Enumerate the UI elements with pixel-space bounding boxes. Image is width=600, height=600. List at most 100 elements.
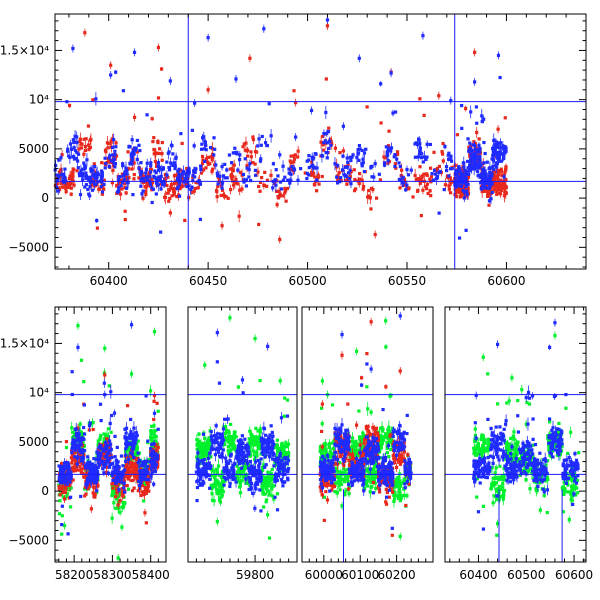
bottom-series-0-scatter-point	[480, 446, 484, 450]
bottom-series-0-scatter-point	[275, 438, 279, 442]
top-series-0-scatter-point	[231, 168, 235, 173]
top-series-1-scatter-point	[78, 193, 83, 197]
top-series-0-scatter-point	[153, 152, 157, 156]
bottom-series-0-scatter-point	[389, 447, 393, 452]
top-series-1-scatter-point	[327, 146, 331, 151]
bottom-series-0-scatter-point	[528, 487, 532, 491]
bottom-series-0-scatter-point	[282, 444, 286, 448]
top-series-1-data-point	[220, 165, 224, 169]
bottom-series-0-data-point	[62, 523, 67, 528]
top-series-0-data-point	[192, 189, 196, 193]
top-series-1-scatter-point	[292, 168, 297, 172]
bottom-series-0-scatter-point	[402, 493, 406, 497]
top-series-1-scatter-point	[187, 170, 191, 174]
top-series-1-scatter-point	[100, 190, 105, 194]
top-series-1-scatter-point	[466, 137, 470, 141]
top-series-0-scatter-point	[215, 189, 219, 194]
top-panel-reference-lines	[55, 14, 586, 269]
top-series-0-scatter-point	[322, 148, 326, 152]
bottom-series-0-scatter-point	[570, 498, 574, 502]
top-series-1-scatter-point	[119, 184, 123, 188]
top-series-0-data-point	[309, 170, 314, 175]
top-series-1-scatter-point	[307, 166, 311, 170]
top-series-1-scatter-point	[267, 102, 271, 106]
top-series-1-scatter-point	[198, 217, 203, 221]
bottom-series-0-scatter-point	[562, 488, 566, 492]
bottom-series-0-scatter-point	[512, 448, 516, 452]
top-series-1-scatter-point	[177, 167, 181, 171]
top-series-0-scatter-point	[488, 192, 492, 196]
top-series-1-scatter-point	[177, 194, 182, 198]
bottom-series-0-scatter-point	[516, 450, 520, 454]
bottom-series-0-scatter-point	[216, 464, 221, 468]
top-series-0-scatter-point	[231, 183, 236, 187]
top-series-1-data-point	[180, 171, 184, 176]
bottom-series-0-scatter-point	[498, 464, 502, 468]
bottom-series-0-scatter-point	[205, 440, 209, 444]
bottom-series-0-scatter-point	[570, 486, 574, 491]
top-series-1-scatter-point	[79, 169, 83, 173]
bottom-series-0-scatter-point	[491, 476, 495, 480]
top-series-1-scatter-point	[372, 175, 376, 179]
top-series-1-scatter-point	[100, 169, 104, 173]
top-series-1-scatter-point	[165, 160, 169, 164]
top-series-1-scatter-point	[256, 144, 260, 148]
top-panel-data	[53, 15, 508, 244]
top-series-0-scatter-point	[496, 172, 501, 177]
bottom-series-0-scatter-point	[361, 431, 365, 435]
bottom-series-0-scatter-point	[149, 389, 153, 393]
top-series-0-scatter-point	[150, 180, 155, 185]
top-series-0-scatter-point	[489, 188, 493, 192]
bottom-series-1-scatter-point	[114, 495, 118, 499]
top-series-1-scatter-point	[208, 145, 213, 150]
bottom-series-0-scatter-point	[227, 452, 231, 456]
top-series-0-scatter-point	[107, 159, 111, 164]
top-series-1-scatter-point	[62, 175, 66, 179]
top-series-1-scatter-point	[494, 161, 498, 165]
top-series-1-scatter-point	[382, 161, 387, 165]
top-series-0-scatter-point	[245, 148, 250, 152]
top-series-1-scatter-point	[325, 131, 329, 135]
bottom-series-0-scatter-point	[322, 495, 326, 499]
bottom-series-1-scatter-point	[83, 494, 87, 498]
top-series-1-scatter-point	[469, 154, 473, 158]
bottom-series-0-scatter-point	[545, 511, 549, 515]
bottom-series-0-scatter-point	[248, 445, 252, 450]
top-series-1-scatter-point	[402, 181, 406, 185]
top-series-1-scatter-point	[75, 140, 79, 145]
bottom-series-0-scatter-point	[350, 444, 354, 448]
bottom-series-0-scatter-point	[281, 452, 285, 456]
bottom-series-0-scatter-point	[520, 388, 524, 392]
top-series-1-data-point	[248, 162, 252, 166]
bottom-series-0-scatter-point	[356, 448, 360, 452]
bottom-series-0-scatter-point	[152, 424, 156, 428]
bottom-series-0-scatter-point	[208, 442, 212, 446]
top-series-1-scatter-point	[414, 141, 418, 145]
bottom-series-0-scatter-point	[125, 448, 130, 452]
top-series-1-scatter-point	[339, 176, 343, 180]
bottom-series-0-scatter-point	[494, 487, 498, 491]
bottom-series-0-scatter-point	[123, 501, 127, 505]
top-series-1-scatter-point	[433, 172, 438, 176]
bottom-series-0-scatter-point	[283, 396, 287, 400]
bottom-series-0-scatter-point	[156, 442, 160, 447]
top-series-0-scatter-point	[106, 146, 110, 150]
top-series-1-scatter-point	[475, 156, 479, 160]
top-series-1-scatter-point	[420, 156, 424, 160]
top-series-0-scatter-point	[91, 98, 95, 102]
top-series-0-scatter-point	[471, 150, 475, 154]
top-series-0-scatter-point	[162, 177, 167, 181]
top-series-1-scatter-point	[447, 151, 451, 155]
top-series-1-scatter-point	[253, 168, 258, 173]
top-series-1-scatter-point	[468, 141, 472, 145]
top-series-1-scatter-point	[154, 181, 159, 185]
bottom-series-1-scatter-point	[64, 440, 69, 444]
top-series-0-scatter-point	[475, 130, 479, 135]
top-series-1-scatter-point	[247, 168, 251, 172]
bottom-series-0-scatter-point	[383, 433, 388, 437]
bottom-series-0-scatter-point	[275, 492, 280, 496]
bottom-series-0-scatter-point	[501, 481, 505, 486]
bottom-series-0-scatter-point	[570, 479, 574, 483]
top-series-1-scatter-point	[322, 132, 326, 136]
top-series-1-scatter-point	[462, 161, 466, 165]
